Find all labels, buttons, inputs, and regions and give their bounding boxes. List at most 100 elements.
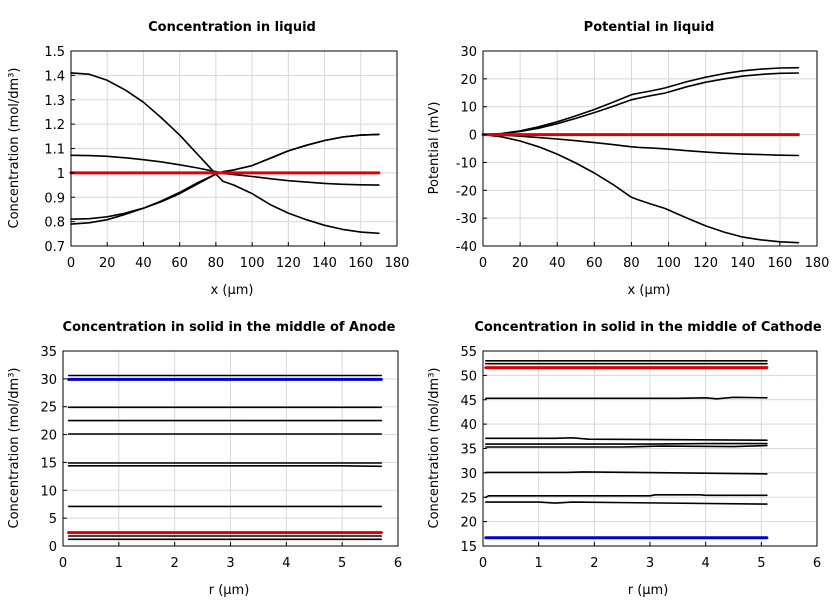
y-tick-label: 15 bbox=[460, 540, 477, 555]
series-group bbox=[484, 359, 769, 540]
x-tick-label: 40 bbox=[549, 256, 566, 271]
plot-title: Concentration in solid in the middle of … bbox=[63, 320, 396, 335]
x-tick-label: 160 bbox=[348, 256, 373, 271]
ticks: 0 20 40 60 80 100 120 140 160 180 -40 -30 -20 -10 0 10 2… bbox=[456, 45, 830, 271]
ticks: 0 20 40 60 80 100 120 140 160 180 0.7 0.8 0.9 1 1.1 1.2… bbox=[44, 45, 409, 271]
ticks: 0 1 2 3 4 5 6 0 5 10 15 20 25 30 35 bbox=[40, 345, 402, 571]
x-tick-label: 0 bbox=[479, 556, 487, 571]
y-axis-label: Concentration (mol/dm³) bbox=[427, 368, 442, 529]
x-tick-label: 180 bbox=[385, 256, 410, 271]
series-line-8 bbox=[484, 471, 768, 475]
y-tick-label: 0 bbox=[469, 129, 477, 144]
x-tick-label: 4 bbox=[282, 556, 290, 571]
x-tick-label: 40 bbox=[135, 256, 152, 271]
plot-solid-concentration-cathode: Concentration in solid in the middle of … bbox=[427, 320, 822, 598]
y-tick-label: 55 bbox=[460, 345, 477, 360]
x-tick-label: 5 bbox=[757, 556, 765, 571]
series-line-5 bbox=[484, 436, 768, 442]
y-tick-label: 30 bbox=[460, 467, 477, 482]
series-line-7 bbox=[484, 444, 768, 448]
y-tick-label: 0 bbox=[49, 540, 57, 555]
x-tick-label: 120 bbox=[693, 256, 718, 271]
series-group bbox=[481, 66, 800, 244]
series-group bbox=[67, 374, 383, 541]
y-axis-label: Potential (mV) bbox=[427, 102, 442, 195]
x-tick-label: 2 bbox=[171, 556, 179, 571]
y-tick-label: -20 bbox=[456, 184, 477, 199]
y-tick-label: 1.3 bbox=[44, 94, 65, 109]
x-tick-label: 4 bbox=[702, 556, 710, 571]
series-line-2 bbox=[482, 72, 800, 136]
x-tick-label: 160 bbox=[767, 256, 792, 271]
x-tick-label: 180 bbox=[805, 256, 830, 271]
y-tick-label: 0.8 bbox=[44, 216, 65, 231]
grid bbox=[70, 50, 398, 247]
series-line-4 bbox=[70, 133, 380, 225]
y-tick-label: 50 bbox=[460, 369, 477, 384]
x-tick-label: 0 bbox=[59, 556, 67, 571]
grid bbox=[482, 350, 818, 547]
series-line-9 bbox=[484, 493, 768, 499]
x-tick-label: 5 bbox=[338, 556, 346, 571]
y-tick-label: -10 bbox=[456, 156, 477, 171]
x-tick-label: 80 bbox=[208, 256, 225, 271]
y-tick-label: 40 bbox=[460, 418, 477, 433]
y-tick-label: -40 bbox=[456, 240, 477, 255]
plot-frame bbox=[482, 50, 818, 247]
x-tick-label: 60 bbox=[171, 256, 188, 271]
y-tick-label: 30 bbox=[40, 373, 57, 388]
y-tick-label: 25 bbox=[40, 401, 57, 416]
y-tick-label: 10 bbox=[40, 484, 57, 499]
x-tick-label: 3 bbox=[226, 556, 234, 571]
y-tick-label: 25 bbox=[460, 491, 477, 506]
x-axis-label: x (µm) bbox=[211, 283, 254, 298]
x-tick-label: 6 bbox=[394, 556, 402, 571]
x-tick-label: 100 bbox=[656, 256, 681, 271]
x-tick-label: 60 bbox=[586, 256, 603, 271]
y-tick-label: 45 bbox=[460, 394, 477, 409]
series-line-4 bbox=[484, 396, 768, 400]
y-axis-label: Concentration (mol/dm³) bbox=[7, 368, 22, 529]
series-line-2 bbox=[70, 154, 380, 186]
x-tick-label: 140 bbox=[312, 256, 337, 271]
y-tick-label: 35 bbox=[40, 345, 57, 360]
series-line-1 bbox=[70, 72, 380, 235]
y-tick-label: 20 bbox=[460, 516, 477, 531]
x-tick-label: 80 bbox=[623, 256, 640, 271]
x-tick-label: 20 bbox=[512, 256, 529, 271]
x-axis-label: r (µm) bbox=[628, 583, 669, 598]
x-tick-label: 120 bbox=[276, 256, 301, 271]
y-tick-label: 20 bbox=[40, 429, 57, 444]
series-line-3 bbox=[482, 133, 800, 157]
y-tick-label: 0.9 bbox=[44, 191, 65, 206]
plot-potential-in-liquid: Potential in liquid x (µm) Potential (mV… bbox=[427, 20, 829, 298]
plot-solid-concentration-anode: Concentration in solid in the middle of … bbox=[7, 320, 402, 598]
y-tick-label: 20 bbox=[460, 73, 477, 88]
series-line-3 bbox=[70, 133, 380, 220]
y-tick-label: 30 bbox=[460, 45, 477, 60]
x-tick-label: 0 bbox=[67, 256, 75, 271]
plot-concentration-in-liquid: Concentration in liquid x (µm) Concentra… bbox=[7, 20, 409, 298]
y-tick-label: 1.2 bbox=[44, 118, 65, 133]
series-line-6 bbox=[484, 442, 768, 445]
x-tick-label: 1 bbox=[115, 556, 123, 571]
plot-title: Potential in liquid bbox=[584, 20, 715, 35]
y-tick-label: 1.1 bbox=[44, 143, 65, 158]
series-line-7 bbox=[67, 464, 383, 468]
series-group bbox=[69, 72, 381, 235]
x-tick-label: 20 bbox=[99, 256, 116, 271]
y-tick-label: 35 bbox=[460, 443, 477, 458]
y-tick-label: 1.4 bbox=[44, 69, 65, 84]
plot-title: Concentration in solid in the middle of … bbox=[474, 320, 822, 335]
y-tick-label: 1 bbox=[57, 167, 65, 182]
y-tick-label: -30 bbox=[456, 212, 477, 227]
x-tick-label: 6 bbox=[813, 556, 821, 571]
x-tick-label: 0 bbox=[479, 256, 487, 271]
y-axis-label: Concentration (mol/dm³) bbox=[7, 68, 22, 229]
y-tick-label: 5 bbox=[49, 512, 57, 527]
x-tick-label: 140 bbox=[730, 256, 755, 271]
x-tick-label: 2 bbox=[590, 556, 598, 571]
x-tick-label: 1 bbox=[535, 556, 543, 571]
x-axis-label: x (µm) bbox=[628, 283, 671, 298]
